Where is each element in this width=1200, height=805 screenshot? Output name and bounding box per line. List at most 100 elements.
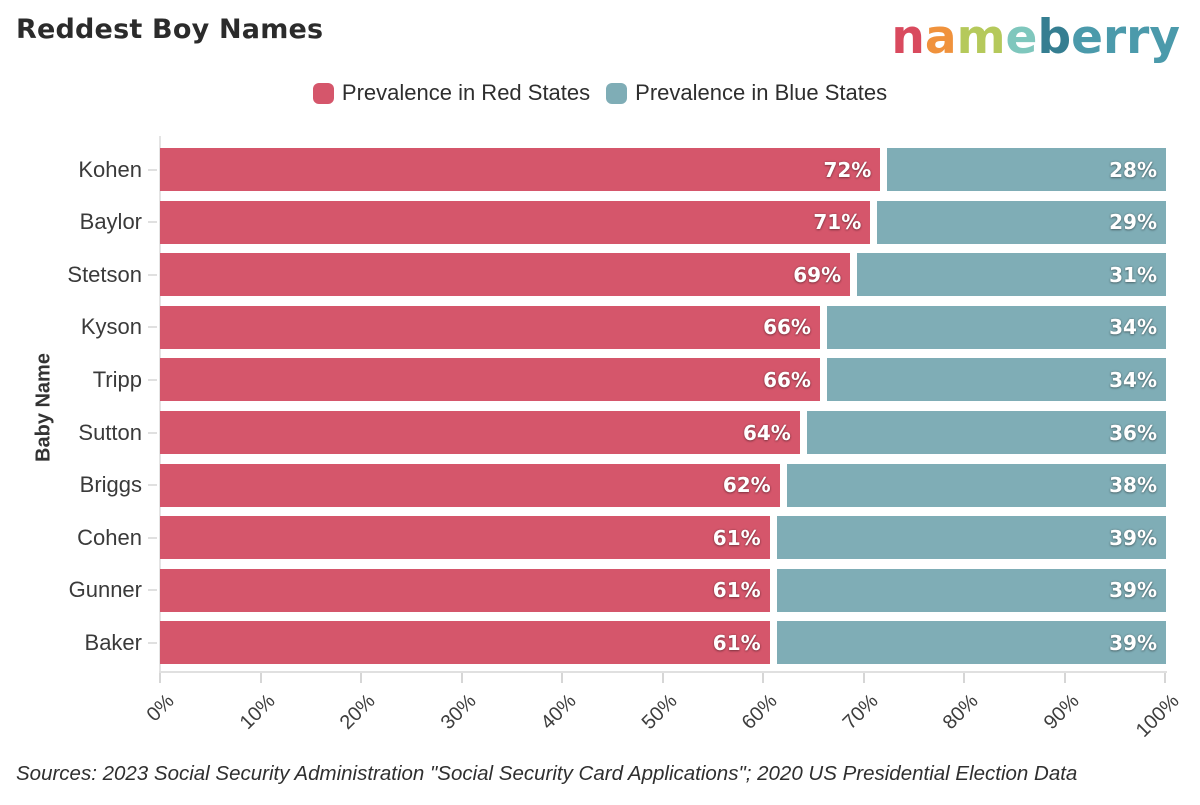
red-states-bar-segment: 61% xyxy=(160,516,770,560)
blue-states-bar-segment: 36% xyxy=(806,411,1166,454)
red-states-bar-segment: 64% xyxy=(160,411,800,454)
red-value-label: 66% xyxy=(763,315,811,340)
x-tick-mark xyxy=(963,673,965,683)
x-tick-mark xyxy=(762,673,764,683)
red-value-label: 61% xyxy=(712,630,761,655)
blue-states-bar-segment: 28% xyxy=(887,148,1166,191)
bar-row: 64% 36% xyxy=(160,411,1166,454)
y-tick-mark xyxy=(148,589,157,592)
bar-row: 69% 31% xyxy=(160,253,1166,297)
category-label: Cohen xyxy=(77,524,142,550)
x-tick-mark xyxy=(360,673,362,683)
x-tick-mark xyxy=(1063,673,1066,683)
red-states-bar-segment: 69% xyxy=(160,253,851,297)
x-axis-line xyxy=(159,671,1167,673)
blue-states-bar-segment: 34% xyxy=(826,305,1166,349)
blue-states-bar-segment: 39% xyxy=(776,568,1166,612)
bar-row: 72% 28% xyxy=(160,148,1166,191)
y-tick-mark xyxy=(148,484,157,487)
y-tick-mark xyxy=(148,431,157,434)
blue-states-bar-segment: 39% xyxy=(776,516,1166,560)
legend-item-blue: Prevalence in Blue States xyxy=(606,80,887,106)
logo-letter: n xyxy=(891,10,925,65)
y-axis-spine xyxy=(159,136,161,672)
chart-title: Reddest Boy Names xyxy=(16,14,324,45)
red-states-bar-segment: 61% xyxy=(160,568,770,612)
bar-row: 61% 39% xyxy=(160,516,1166,560)
red-value-label: 69% xyxy=(793,262,842,287)
blue-value-label: 39% xyxy=(1109,578,1157,603)
category-label: Baylor xyxy=(79,209,142,235)
logo-letter: r xyxy=(1126,10,1150,65)
x-tick-mark xyxy=(1164,673,1166,683)
red-states-bar-segment: 61% xyxy=(160,621,770,665)
red-states-bar-segment: 71% xyxy=(160,200,871,244)
red-states-bar-segment: 66% xyxy=(160,305,820,349)
blue-value-label: 36% xyxy=(1109,420,1157,445)
nameberry-logo: nameberry xyxy=(891,8,1180,68)
blue-value-label: 34% xyxy=(1109,367,1157,392)
blue-states-bar-segment: 39% xyxy=(776,621,1166,665)
x-tick-mark xyxy=(862,673,865,683)
logo-letter: a xyxy=(924,10,957,65)
red-value-label: 72% xyxy=(823,157,872,182)
y-tick-mark xyxy=(148,536,157,539)
blue-value-label: 39% xyxy=(1109,525,1157,550)
bar-row: 62% 38% xyxy=(160,463,1166,507)
red-states-bar-segment: 62% xyxy=(160,463,780,507)
blue-value-label: 38% xyxy=(1109,473,1157,498)
red-value-label: 71% xyxy=(813,210,862,235)
category-label: Baker xyxy=(84,629,142,655)
category-label: Sutton xyxy=(78,419,142,445)
blue-value-label: 39% xyxy=(1109,630,1157,655)
y-tick-mark xyxy=(148,168,157,171)
legend-label: Prevalence in Red States xyxy=(341,80,591,105)
blue-states-bar-segment: 29% xyxy=(877,200,1166,244)
red-value-label: 62% xyxy=(722,473,771,498)
x-tick-mark xyxy=(159,673,161,683)
red-states-bar-segment: 66% xyxy=(160,358,820,402)
logo-letter: e xyxy=(1005,10,1038,65)
logo-letter: y xyxy=(1149,10,1180,65)
red-value-label: 64% xyxy=(742,420,791,445)
y-tick-mark xyxy=(148,273,157,276)
y-axis-label: Baby Name xyxy=(32,353,55,462)
category-label: Gunner xyxy=(68,577,142,603)
blue-value-label: 29% xyxy=(1109,210,1157,235)
logo-letter: b xyxy=(1037,10,1072,65)
x-tick-mark xyxy=(561,673,563,683)
bar-row: 71% 29% xyxy=(160,200,1166,244)
legend-item-red: Prevalence in Red States xyxy=(312,80,591,106)
blue-value-label: 31% xyxy=(1109,262,1157,287)
category-label: Briggs xyxy=(79,472,142,498)
category-label: Kohen xyxy=(78,156,142,182)
y-tick-mark xyxy=(148,326,157,329)
red-value-label: 61% xyxy=(712,525,761,550)
y-tick-mark xyxy=(148,378,157,381)
category-label: Kyson xyxy=(80,314,142,340)
bar-row: 66% 34% xyxy=(160,305,1166,349)
bar-row: 66% 34% xyxy=(160,358,1166,402)
blue-value-label: 34% xyxy=(1109,315,1157,340)
category-label: Stetson xyxy=(67,261,142,287)
blue-value-label: 28% xyxy=(1109,157,1157,182)
bar-row: 61% 39% xyxy=(160,568,1166,612)
source-note: Sources: 2023 Social Security Administra… xyxy=(16,762,1078,785)
legend-swatch-icon xyxy=(606,82,628,104)
x-tick-mark xyxy=(460,673,463,683)
x-tick-mark xyxy=(661,673,664,683)
blue-states-bar-segment: 31% xyxy=(857,253,1166,297)
x-tick-mark xyxy=(259,673,262,683)
logo-letter: r xyxy=(1102,10,1127,65)
legend-label: Prevalence in Blue States xyxy=(635,80,888,105)
y-tick-mark xyxy=(148,221,157,224)
logo-letter: e xyxy=(1071,10,1103,65)
red-value-label: 66% xyxy=(763,367,811,392)
logo-letter: m xyxy=(956,10,1006,65)
y-tick-mark xyxy=(148,641,157,644)
bar-row: 61% 39% xyxy=(160,621,1166,665)
blue-states-bar-segment: 38% xyxy=(786,463,1166,507)
red-value-label: 61% xyxy=(712,578,761,603)
legend-swatch-icon xyxy=(312,82,334,104)
